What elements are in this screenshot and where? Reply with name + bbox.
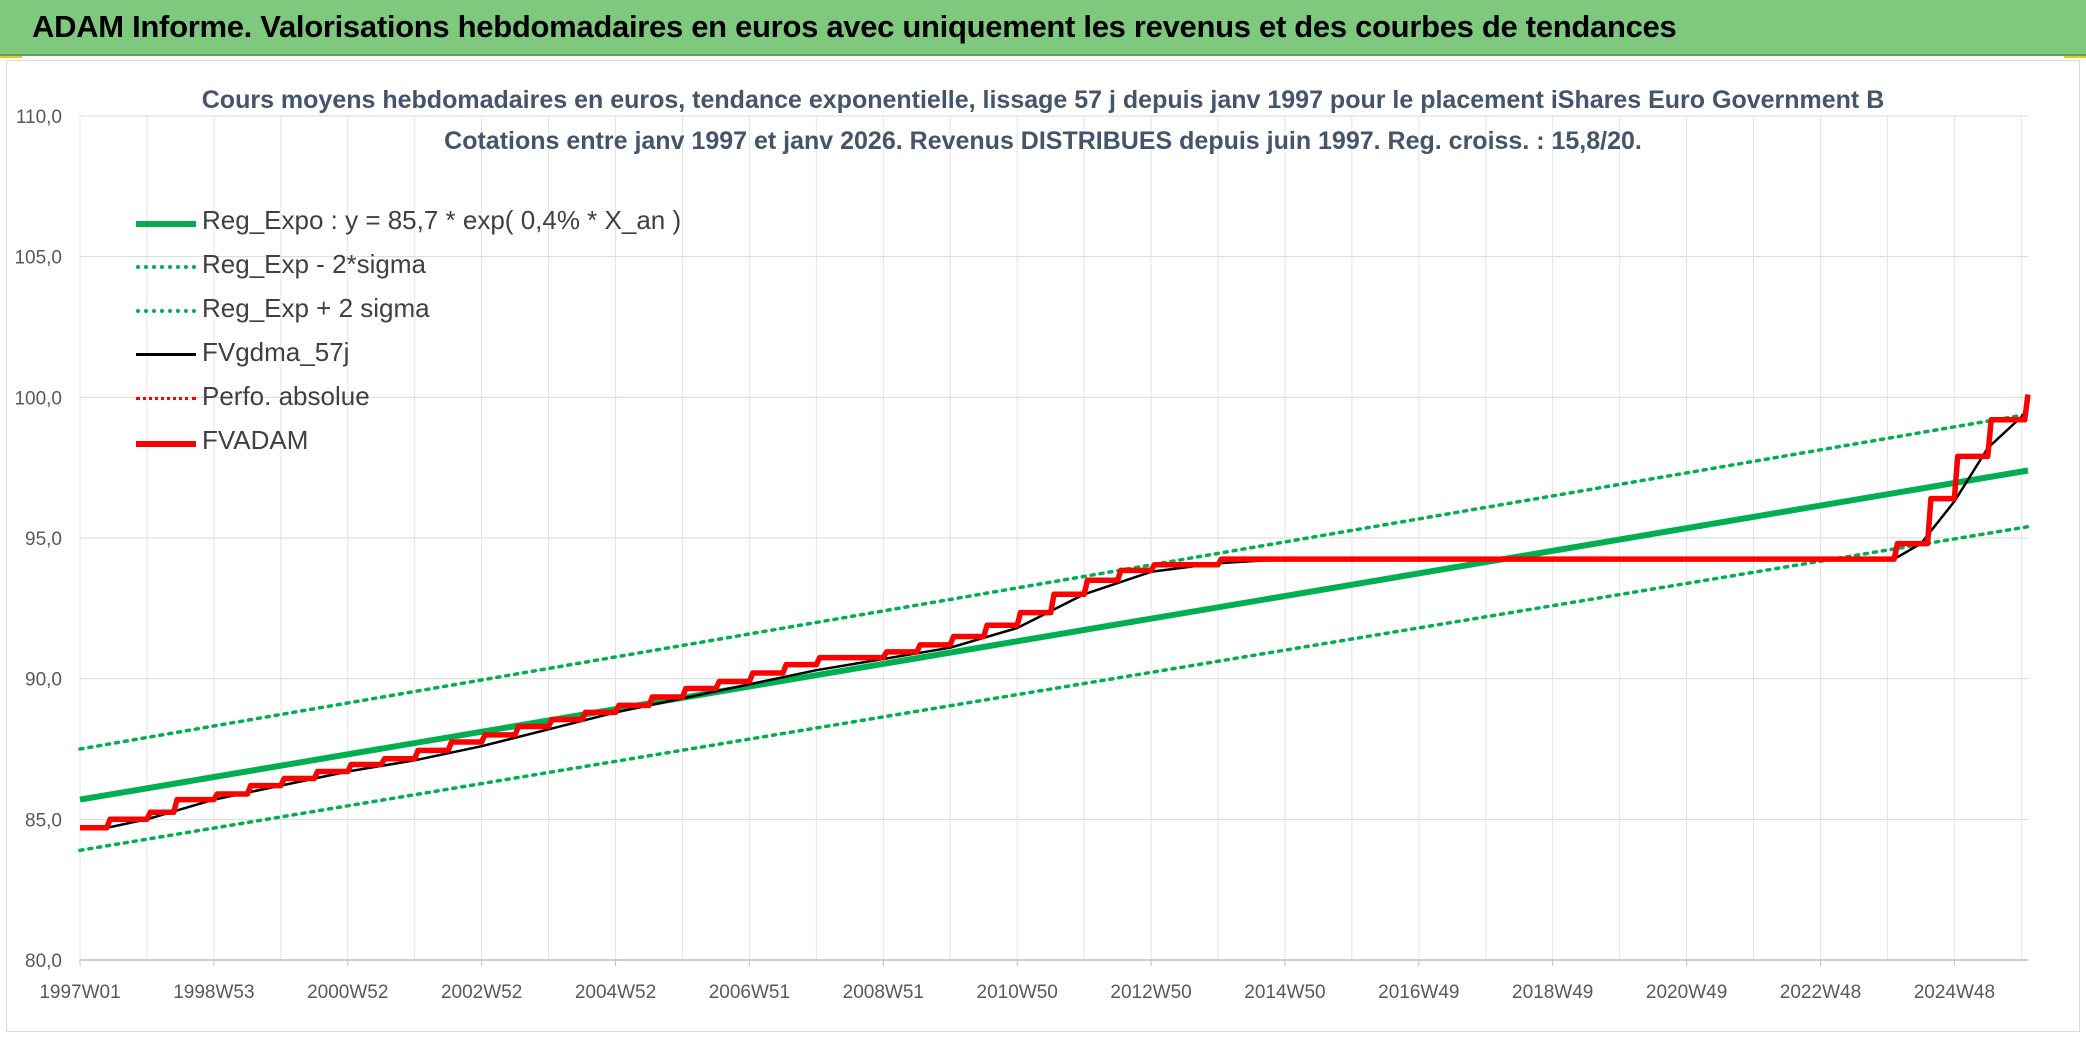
y-tick-label: 80,0	[25, 951, 62, 972]
x-tick-label: 2008W51	[843, 982, 924, 1003]
x-tick-label: 2000W52	[307, 982, 388, 1003]
legend-swatch-reg-exp-minus	[136, 265, 196, 269]
chart-legend: Reg_Expo : y = 85,7 * exp( 0,4% * X_an )…	[136, 203, 696, 467]
legend-swatch-reg-exp-plus	[136, 309, 196, 313]
series-line-0	[79, 467, 2029, 803]
series-line-2	[78, 412, 2030, 751]
report-banner: ADAM Informe. Valorisations hebdomadaire…	[0, 0, 2086, 56]
legend-item-fvadam: FVADAM	[136, 423, 696, 467]
legend-label-fvgdma: FVgdma_57j	[202, 337, 350, 367]
x-tick-label: 2022W48	[1780, 982, 1861, 1003]
x-tick-label: 2024W48	[1914, 982, 1995, 1003]
x-tick-label: 2004W52	[575, 982, 656, 1003]
x-tick-label: 2006W51	[709, 982, 790, 1003]
legend-item-reg-exp-minus: Reg_Exp - 2*sigma	[136, 247, 696, 291]
y-tick-label: 105,0	[14, 248, 62, 269]
x-tick-label: 2020W49	[1646, 982, 1727, 1003]
legend-item-fvgdma: FVgdma_57j	[136, 335, 696, 379]
report-title: ADAM Informe. Valorisations hebdomadaire…	[32, 9, 1677, 44]
y-tick-label: 100,0	[14, 388, 62, 409]
legend-swatch-reg-expo	[136, 221, 196, 227]
legend-item-reg-exp-plus: Reg_Exp + 2 sigma	[136, 291, 696, 335]
x-tick-label: 2014W50	[1244, 982, 1325, 1003]
series-line-1	[78, 524, 2030, 853]
x-tick-label: 2002W52	[441, 982, 522, 1003]
legend-label-reg-exp-minus: Reg_Exp - 2*sigma	[202, 249, 426, 279]
legend-label-perfo: Perfo. absolue	[202, 381, 370, 411]
chart-frame	[6, 60, 2080, 1032]
x-tick-label: 1997W01	[39, 982, 120, 1003]
x-tick-label: 1998W53	[173, 982, 254, 1003]
x-tick-label: 2018W49	[1512, 982, 1593, 1003]
legend-label-reg-exp-plus: Reg_Exp + 2 sigma	[202, 293, 430, 323]
chart-subtitle: Cotations entre janv 1997 et janv 2026. …	[444, 127, 1642, 155]
legend-item-reg-expo: Reg_Expo : y = 85,7 * exp( 0,4% * X_an )	[136, 203, 696, 247]
series-line-5	[80, 394, 2031, 831]
y-tick-label: 90,0	[25, 670, 62, 691]
y-tick-label: 95,0	[25, 529, 62, 550]
legend-label-fvadam: FVADAM	[202, 425, 309, 455]
legend-swatch-perfo	[136, 397, 196, 400]
x-tick-label: 2010W50	[977, 982, 1058, 1003]
y-tick-label: 110,0	[16, 107, 62, 128]
legend-item-perfo: Perfo. absolue	[136, 379, 696, 423]
x-tick-label: 2016W49	[1378, 982, 1459, 1003]
y-tick-label: 85,0	[25, 810, 62, 831]
legend-swatch-fvgdma	[136, 353, 196, 356]
x-tick-label: 2012W50	[1110, 982, 1191, 1003]
legend-label-reg-expo: Reg_Expo : y = 85,7 * exp( 0,4% * X_an )	[202, 205, 682, 235]
legend-swatch-fvadam	[136, 441, 196, 447]
chart-title: Cours moyens hebdomadaires en euros, ten…	[201, 86, 1885, 114]
